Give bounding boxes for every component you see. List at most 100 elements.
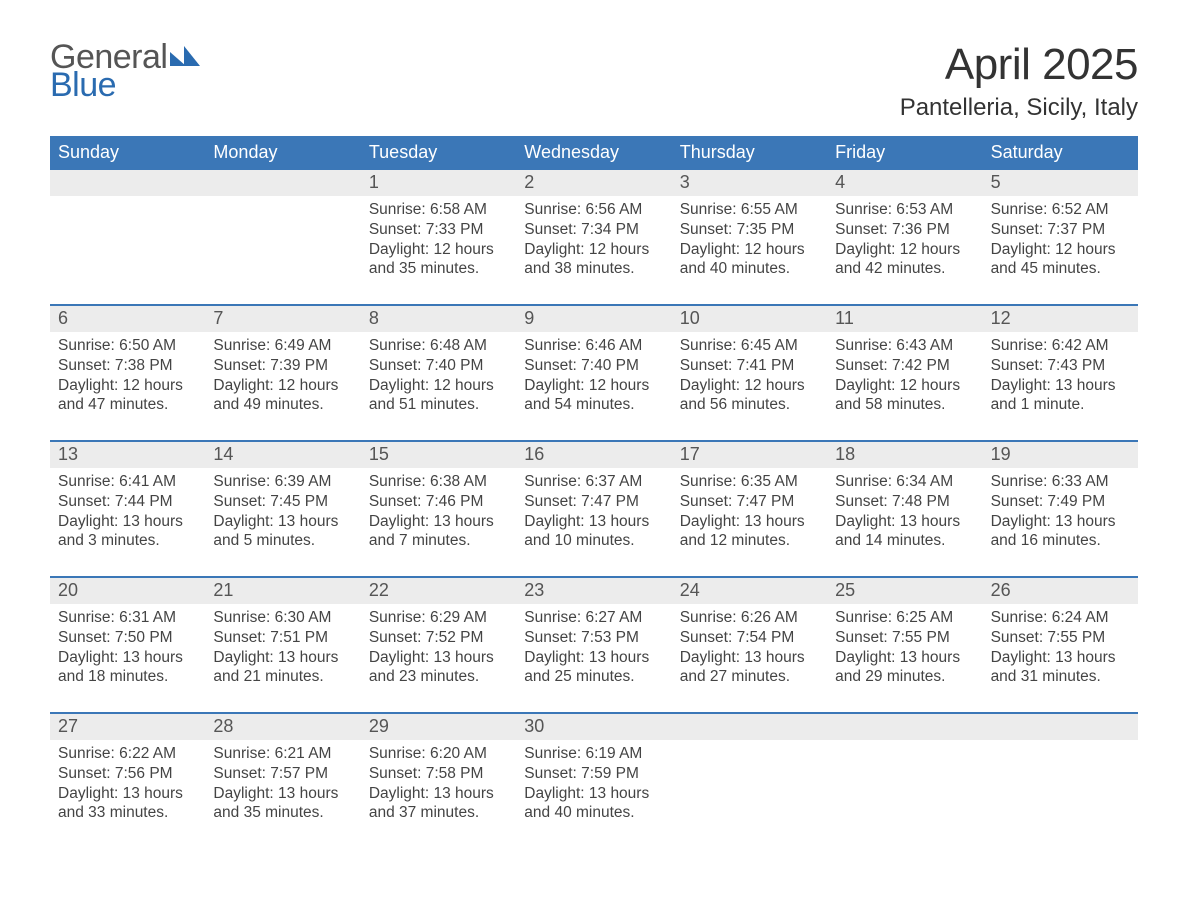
day-info-line: Sunset: 7:52 PM <box>369 628 508 648</box>
day-of-week-cell: Saturday <box>983 136 1138 170</box>
day-number: 9 <box>516 306 671 332</box>
day-info-line: Daylight: 12 hours and 58 minutes. <box>835 376 974 416</box>
day-number: 8 <box>361 306 516 332</box>
day-of-week-cell: Monday <box>205 136 360 170</box>
day-of-week-cell: Tuesday <box>361 136 516 170</box>
header: General Blue April 2025 Pantelleria, Sic… <box>50 40 1138 122</box>
day-number: 7 <box>205 306 360 332</box>
day-cell <box>50 196 205 304</box>
day-cell: Sunrise: 6:29 AMSunset: 7:52 PMDaylight:… <box>361 604 516 712</box>
day-number: 11 <box>827 306 982 332</box>
day-number-row: 20212223242526 <box>50 578 1138 604</box>
day-info-line: Daylight: 12 hours and 42 minutes. <box>835 240 974 280</box>
day-number: 21 <box>205 578 360 604</box>
month-title: April 2025 <box>900 40 1138 90</box>
logo: General Blue <box>50 40 200 102</box>
day-cell: Sunrise: 6:41 AMSunset: 7:44 PMDaylight:… <box>50 468 205 576</box>
day-info-line: Daylight: 13 hours and 14 minutes. <box>835 512 974 552</box>
day-number <box>827 714 982 740</box>
day-info-line: Sunset: 7:50 PM <box>58 628 197 648</box>
day-cell: Sunrise: 6:31 AMSunset: 7:50 PMDaylight:… <box>50 604 205 712</box>
day-info-line: Daylight: 13 hours and 18 minutes. <box>58 648 197 688</box>
day-info-line: Daylight: 13 hours and 33 minutes. <box>58 784 197 824</box>
day-info-line: Sunrise: 6:20 AM <box>369 744 508 764</box>
day-number: 2 <box>516 170 671 196</box>
day-info-line: Daylight: 13 hours and 23 minutes. <box>369 648 508 688</box>
day-number: 10 <box>672 306 827 332</box>
day-info-line: Sunset: 7:42 PM <box>835 356 974 376</box>
day-cell: Sunrise: 6:55 AMSunset: 7:35 PMDaylight:… <box>672 196 827 304</box>
day-cell: Sunrise: 6:39 AMSunset: 7:45 PMDaylight:… <box>205 468 360 576</box>
day-cell: Sunrise: 6:45 AMSunset: 7:41 PMDaylight:… <box>672 332 827 440</box>
day-info-line: Daylight: 12 hours and 35 minutes. <box>369 240 508 280</box>
day-info-line: Sunset: 7:41 PM <box>680 356 819 376</box>
day-number: 15 <box>361 442 516 468</box>
day-cell: Sunrise: 6:25 AMSunset: 7:55 PMDaylight:… <box>827 604 982 712</box>
day-info-line: Daylight: 12 hours and 56 minutes. <box>680 376 819 416</box>
logo-word2: Blue <box>50 68 200 102</box>
day-info-line: Daylight: 12 hours and 38 minutes. <box>524 240 663 280</box>
day-info-line: Sunset: 7:51 PM <box>213 628 352 648</box>
day-info-line: Sunrise: 6:42 AM <box>991 336 1130 356</box>
day-info-line: Sunset: 7:46 PM <box>369 492 508 512</box>
day-number: 4 <box>827 170 982 196</box>
day-info-line: Sunrise: 6:21 AM <box>213 744 352 764</box>
day-info-line: Daylight: 12 hours and 40 minutes. <box>680 240 819 280</box>
day-info-line: Sunset: 7:49 PM <box>991 492 1130 512</box>
day-number: 16 <box>516 442 671 468</box>
calendar-week: 6789101112Sunrise: 6:50 AMSunset: 7:38 P… <box>50 304 1138 440</box>
day-info-line: Daylight: 12 hours and 54 minutes. <box>524 376 663 416</box>
day-body-row: Sunrise: 6:41 AMSunset: 7:44 PMDaylight:… <box>50 468 1138 576</box>
day-number: 29 <box>361 714 516 740</box>
day-cell: Sunrise: 6:30 AMSunset: 7:51 PMDaylight:… <box>205 604 360 712</box>
day-cell: Sunrise: 6:24 AMSunset: 7:55 PMDaylight:… <box>983 604 1138 712</box>
day-info-line: Daylight: 13 hours and 27 minutes. <box>680 648 819 688</box>
day-info-line: Sunrise: 6:53 AM <box>835 200 974 220</box>
day-cell: Sunrise: 6:20 AMSunset: 7:58 PMDaylight:… <box>361 740 516 848</box>
day-number <box>983 714 1138 740</box>
day-info-line: Daylight: 13 hours and 25 minutes. <box>524 648 663 688</box>
day-info-line: Sunrise: 6:19 AM <box>524 744 663 764</box>
day-cell: Sunrise: 6:52 AMSunset: 7:37 PMDaylight:… <box>983 196 1138 304</box>
day-cell: Sunrise: 6:43 AMSunset: 7:42 PMDaylight:… <box>827 332 982 440</box>
day-cell: Sunrise: 6:58 AMSunset: 7:33 PMDaylight:… <box>361 196 516 304</box>
day-info-line: Sunrise: 6:37 AM <box>524 472 663 492</box>
calendar-week: 27282930Sunrise: 6:22 AMSunset: 7:56 PMD… <box>50 712 1138 848</box>
day-info-line: Sunset: 7:48 PM <box>835 492 974 512</box>
title-block: April 2025 Pantelleria, Sicily, Italy <box>900 40 1138 122</box>
day-info-line: Sunrise: 6:41 AM <box>58 472 197 492</box>
day-info-line: Sunrise: 6:30 AM <box>213 608 352 628</box>
day-info-line: Sunrise: 6:25 AM <box>835 608 974 628</box>
day-info-line: Sunset: 7:58 PM <box>369 764 508 784</box>
calendar-week: 12345Sunrise: 6:58 AMSunset: 7:33 PMDayl… <box>50 170 1138 304</box>
day-number: 26 <box>983 578 1138 604</box>
day-cell: Sunrise: 6:19 AMSunset: 7:59 PMDaylight:… <box>516 740 671 848</box>
day-info-line: Sunset: 7:57 PM <box>213 764 352 784</box>
day-info-line: Sunrise: 6:58 AM <box>369 200 508 220</box>
day-info-line: Daylight: 13 hours and 5 minutes. <box>213 512 352 552</box>
day-cell: Sunrise: 6:33 AMSunset: 7:49 PMDaylight:… <box>983 468 1138 576</box>
calendar-week: 20212223242526Sunrise: 6:31 AMSunset: 7:… <box>50 576 1138 712</box>
day-cell <box>205 196 360 304</box>
day-info-line: Daylight: 13 hours and 1 minute. <box>991 376 1130 416</box>
day-info-line: Sunrise: 6:22 AM <box>58 744 197 764</box>
day-number-row: 27282930 <box>50 714 1138 740</box>
day-info-line: Daylight: 13 hours and 10 minutes. <box>524 512 663 552</box>
day-body-row: Sunrise: 6:58 AMSunset: 7:33 PMDaylight:… <box>50 196 1138 304</box>
day-number-row: 12345 <box>50 170 1138 196</box>
day-info-line: Sunset: 7:47 PM <box>680 492 819 512</box>
day-cell: Sunrise: 6:34 AMSunset: 7:48 PMDaylight:… <box>827 468 982 576</box>
day-number: 28 <box>205 714 360 740</box>
day-of-week-header: SundayMondayTuesdayWednesdayThursdayFrid… <box>50 136 1138 170</box>
day-info-line: Daylight: 13 hours and 21 minutes. <box>213 648 352 688</box>
day-cell <box>983 740 1138 848</box>
day-info-line: Daylight: 13 hours and 31 minutes. <box>991 648 1130 688</box>
day-cell: Sunrise: 6:48 AMSunset: 7:40 PMDaylight:… <box>361 332 516 440</box>
day-info-line: Daylight: 13 hours and 7 minutes. <box>369 512 508 552</box>
day-body-row: Sunrise: 6:22 AMSunset: 7:56 PMDaylight:… <box>50 740 1138 848</box>
day-number: 17 <box>672 442 827 468</box>
day-info-line: Sunset: 7:37 PM <box>991 220 1130 240</box>
day-info-line: Sunrise: 6:48 AM <box>369 336 508 356</box>
day-cell: Sunrise: 6:50 AMSunset: 7:38 PMDaylight:… <box>50 332 205 440</box>
day-cell: Sunrise: 6:35 AMSunset: 7:47 PMDaylight:… <box>672 468 827 576</box>
